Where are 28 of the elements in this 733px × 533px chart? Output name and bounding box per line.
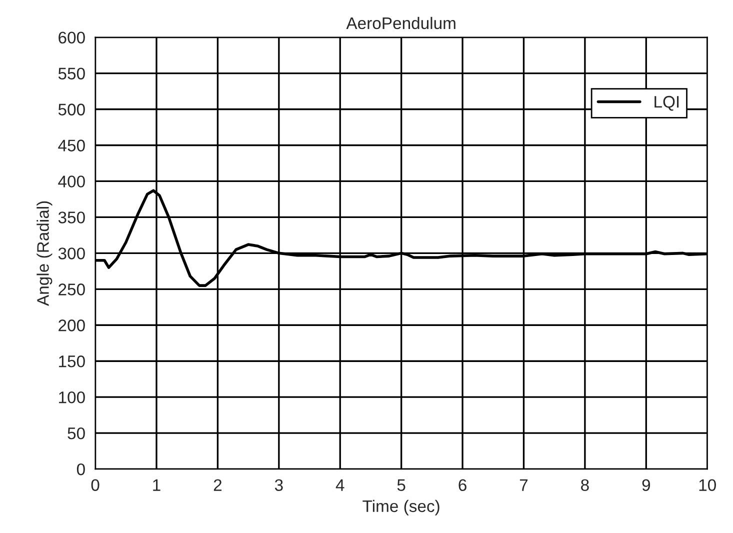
x-tick-label: 7 (520, 479, 528, 491)
y-tick-label: 450 (58, 140, 85, 152)
x-tick-label: 8 (581, 479, 589, 492)
x-tick-label: 6 (458, 479, 466, 492)
y-tick-label: 300 (58, 248, 85, 260)
y-tick-label: 500 (58, 104, 85, 116)
x-tick-label: 10 (699, 479, 716, 492)
y-tick-label: 150 (59, 356, 85, 368)
y-tick-label: 0 (76, 463, 85, 476)
y-tick-label: 50 (68, 427, 85, 440)
x-tick-label: 1 (153, 479, 160, 491)
y-tick-label: 550 (58, 68, 85, 80)
x-tick-label: 5 (397, 479, 406, 492)
y-tick-label: 600 (58, 32, 85, 44)
y-axis-title: Angle (Radial) (36, 201, 52, 306)
y-tick-label: 350 (58, 212, 85, 224)
chart-title: AeroPendulum (346, 16, 456, 30)
legend-label: LQI (654, 96, 679, 111)
y-tick-label: 100 (59, 391, 85, 404)
x-tick-label: 9 (642, 479, 650, 492)
x-axis-title: Time (sec) (362, 500, 440, 516)
x-tick-label: 2 (214, 479, 222, 491)
x-tick-label: 4 (336, 479, 344, 491)
x-tick-label: 3 (274, 479, 283, 492)
y-tick-label: 200 (58, 320, 85, 332)
y-tick-label: 400 (58, 176, 85, 188)
y-tick-label: 250 (58, 284, 85, 296)
x-tick-label: 0 (91, 479, 100, 492)
